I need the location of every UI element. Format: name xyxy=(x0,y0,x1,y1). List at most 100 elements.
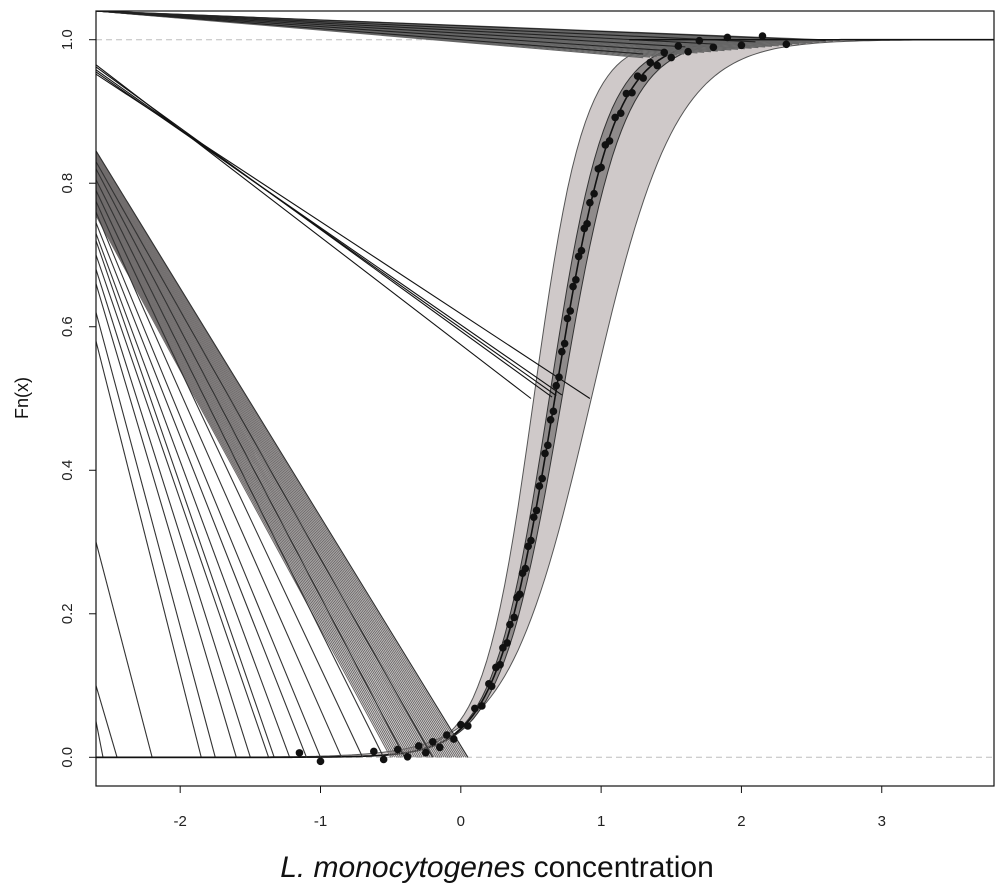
data-point-41 xyxy=(560,339,569,348)
fan-line-low-2 xyxy=(96,153,465,758)
data-point-11 xyxy=(449,735,458,743)
x-tick-label-4: 2 xyxy=(737,813,745,830)
plot-content xyxy=(96,11,994,766)
data-point-59 xyxy=(628,88,636,97)
data-point-8 xyxy=(428,737,437,746)
data-point-2 xyxy=(370,747,378,756)
fan-line-low-39 xyxy=(96,215,392,758)
data-point-14 xyxy=(471,704,479,713)
line-mid-0 xyxy=(96,64,532,399)
line-low-8 xyxy=(96,233,291,758)
data-point-25 xyxy=(515,590,524,599)
line-top-1 xyxy=(96,11,665,52)
line-low-5 xyxy=(96,200,343,758)
data-point-62 xyxy=(646,58,655,67)
data-point-34 xyxy=(541,449,549,458)
fan-line-low-36 xyxy=(96,210,398,758)
line-mid-1 xyxy=(96,66,553,398)
fan-line-low-21 xyxy=(96,185,427,758)
fan-line-low-38 xyxy=(96,213,394,758)
fan-line-low-33 xyxy=(96,205,404,758)
line-low-6 xyxy=(96,211,322,758)
y-tick-label-3: 0.6 xyxy=(59,316,76,337)
data-point-72 xyxy=(758,32,767,40)
fan-line-low-8 xyxy=(96,163,453,758)
line-low-11 xyxy=(96,269,251,758)
data-point-31 xyxy=(532,506,541,515)
fan-line-low-5 xyxy=(96,158,459,758)
y-tick-label-1: 0.2 xyxy=(59,603,76,624)
line-low-16 xyxy=(96,685,118,758)
data-point-23 xyxy=(510,613,518,622)
x-axis-title-rest: concentration xyxy=(525,851,713,884)
fan-line-low-37 xyxy=(96,211,396,758)
line-low-12 xyxy=(96,283,237,758)
y-axis-title: Fn(x) xyxy=(12,377,32,419)
data-point-38 xyxy=(552,381,561,390)
fan-line-low-30 xyxy=(96,200,409,758)
data-point-35 xyxy=(544,441,552,450)
data-point-37 xyxy=(549,407,558,416)
fan-line-low-23 xyxy=(96,188,423,758)
data-point-40 xyxy=(558,347,566,356)
line-low-0 xyxy=(96,150,469,758)
data-point-32 xyxy=(535,482,544,490)
data-point-46 xyxy=(574,252,583,261)
data-point-49 xyxy=(583,220,591,228)
data-point-39 xyxy=(555,373,563,382)
line-low-2 xyxy=(96,168,406,758)
data-point-12 xyxy=(457,720,465,729)
data-point-17 xyxy=(487,682,496,691)
fan-line-low-19 xyxy=(96,182,431,758)
fan-line-low-29 xyxy=(96,198,411,758)
fan-line-low-7 xyxy=(96,162,455,758)
data-point-27 xyxy=(521,564,530,573)
x-tick-label-3: 1 xyxy=(597,813,605,830)
line-mid-3 xyxy=(96,71,563,396)
y-tick-label-2: 0.4 xyxy=(59,460,76,481)
data-point-44 xyxy=(569,282,577,291)
data-point-42 xyxy=(563,314,572,323)
fan-line-low-1 xyxy=(96,152,467,758)
y-tick-label-4: 0.8 xyxy=(59,173,76,194)
data-point-1 xyxy=(316,757,325,766)
data-point-67 xyxy=(684,47,692,56)
fan-line-low-28 xyxy=(96,197,413,758)
line-low-7 xyxy=(96,222,307,758)
data-point-66 xyxy=(674,42,683,50)
data-point-45 xyxy=(572,276,580,284)
line-low-10 xyxy=(96,254,270,758)
data-point-53 xyxy=(597,163,605,172)
data-point-15 xyxy=(478,702,486,710)
data-point-64 xyxy=(660,48,669,57)
plot-area xyxy=(96,11,994,766)
data-point-70 xyxy=(723,33,732,42)
line-low-14 xyxy=(96,340,202,758)
fan-line-low-26 xyxy=(96,193,417,758)
line-low-15 xyxy=(96,541,153,758)
y-tick-label-5: 1.0 xyxy=(59,29,76,50)
line-top-4 xyxy=(96,11,756,43)
data-point-65 xyxy=(667,53,676,62)
data-point-13 xyxy=(464,722,472,730)
x-axis-title-species: L. monocytogenes xyxy=(280,851,525,884)
x-axis-title: L. monocytogenes concentration xyxy=(280,851,714,884)
data-point-0 xyxy=(295,749,304,757)
fan-line-low-16 xyxy=(96,177,437,758)
data-point-63 xyxy=(653,61,662,70)
x-tick-label-2: 0 xyxy=(457,813,465,830)
data-point-9 xyxy=(435,743,444,752)
plot-frame xyxy=(95,10,995,787)
data-point-43 xyxy=(566,307,575,315)
fan-line-low-32 xyxy=(96,203,405,758)
fan-line-low-12 xyxy=(96,170,445,758)
line-low-3 xyxy=(96,179,385,758)
data-point-4 xyxy=(393,745,402,754)
data-point-33 xyxy=(538,474,546,483)
data-point-7 xyxy=(421,748,430,757)
line-top-5 xyxy=(96,11,826,41)
x-tick-label-5: 3 xyxy=(878,813,886,830)
axes: -2 -1 0 1 2 3 0.0 0.2 0.4 0.6 0.8 1.0 xyxy=(59,10,995,830)
line-low-9 xyxy=(96,240,275,758)
